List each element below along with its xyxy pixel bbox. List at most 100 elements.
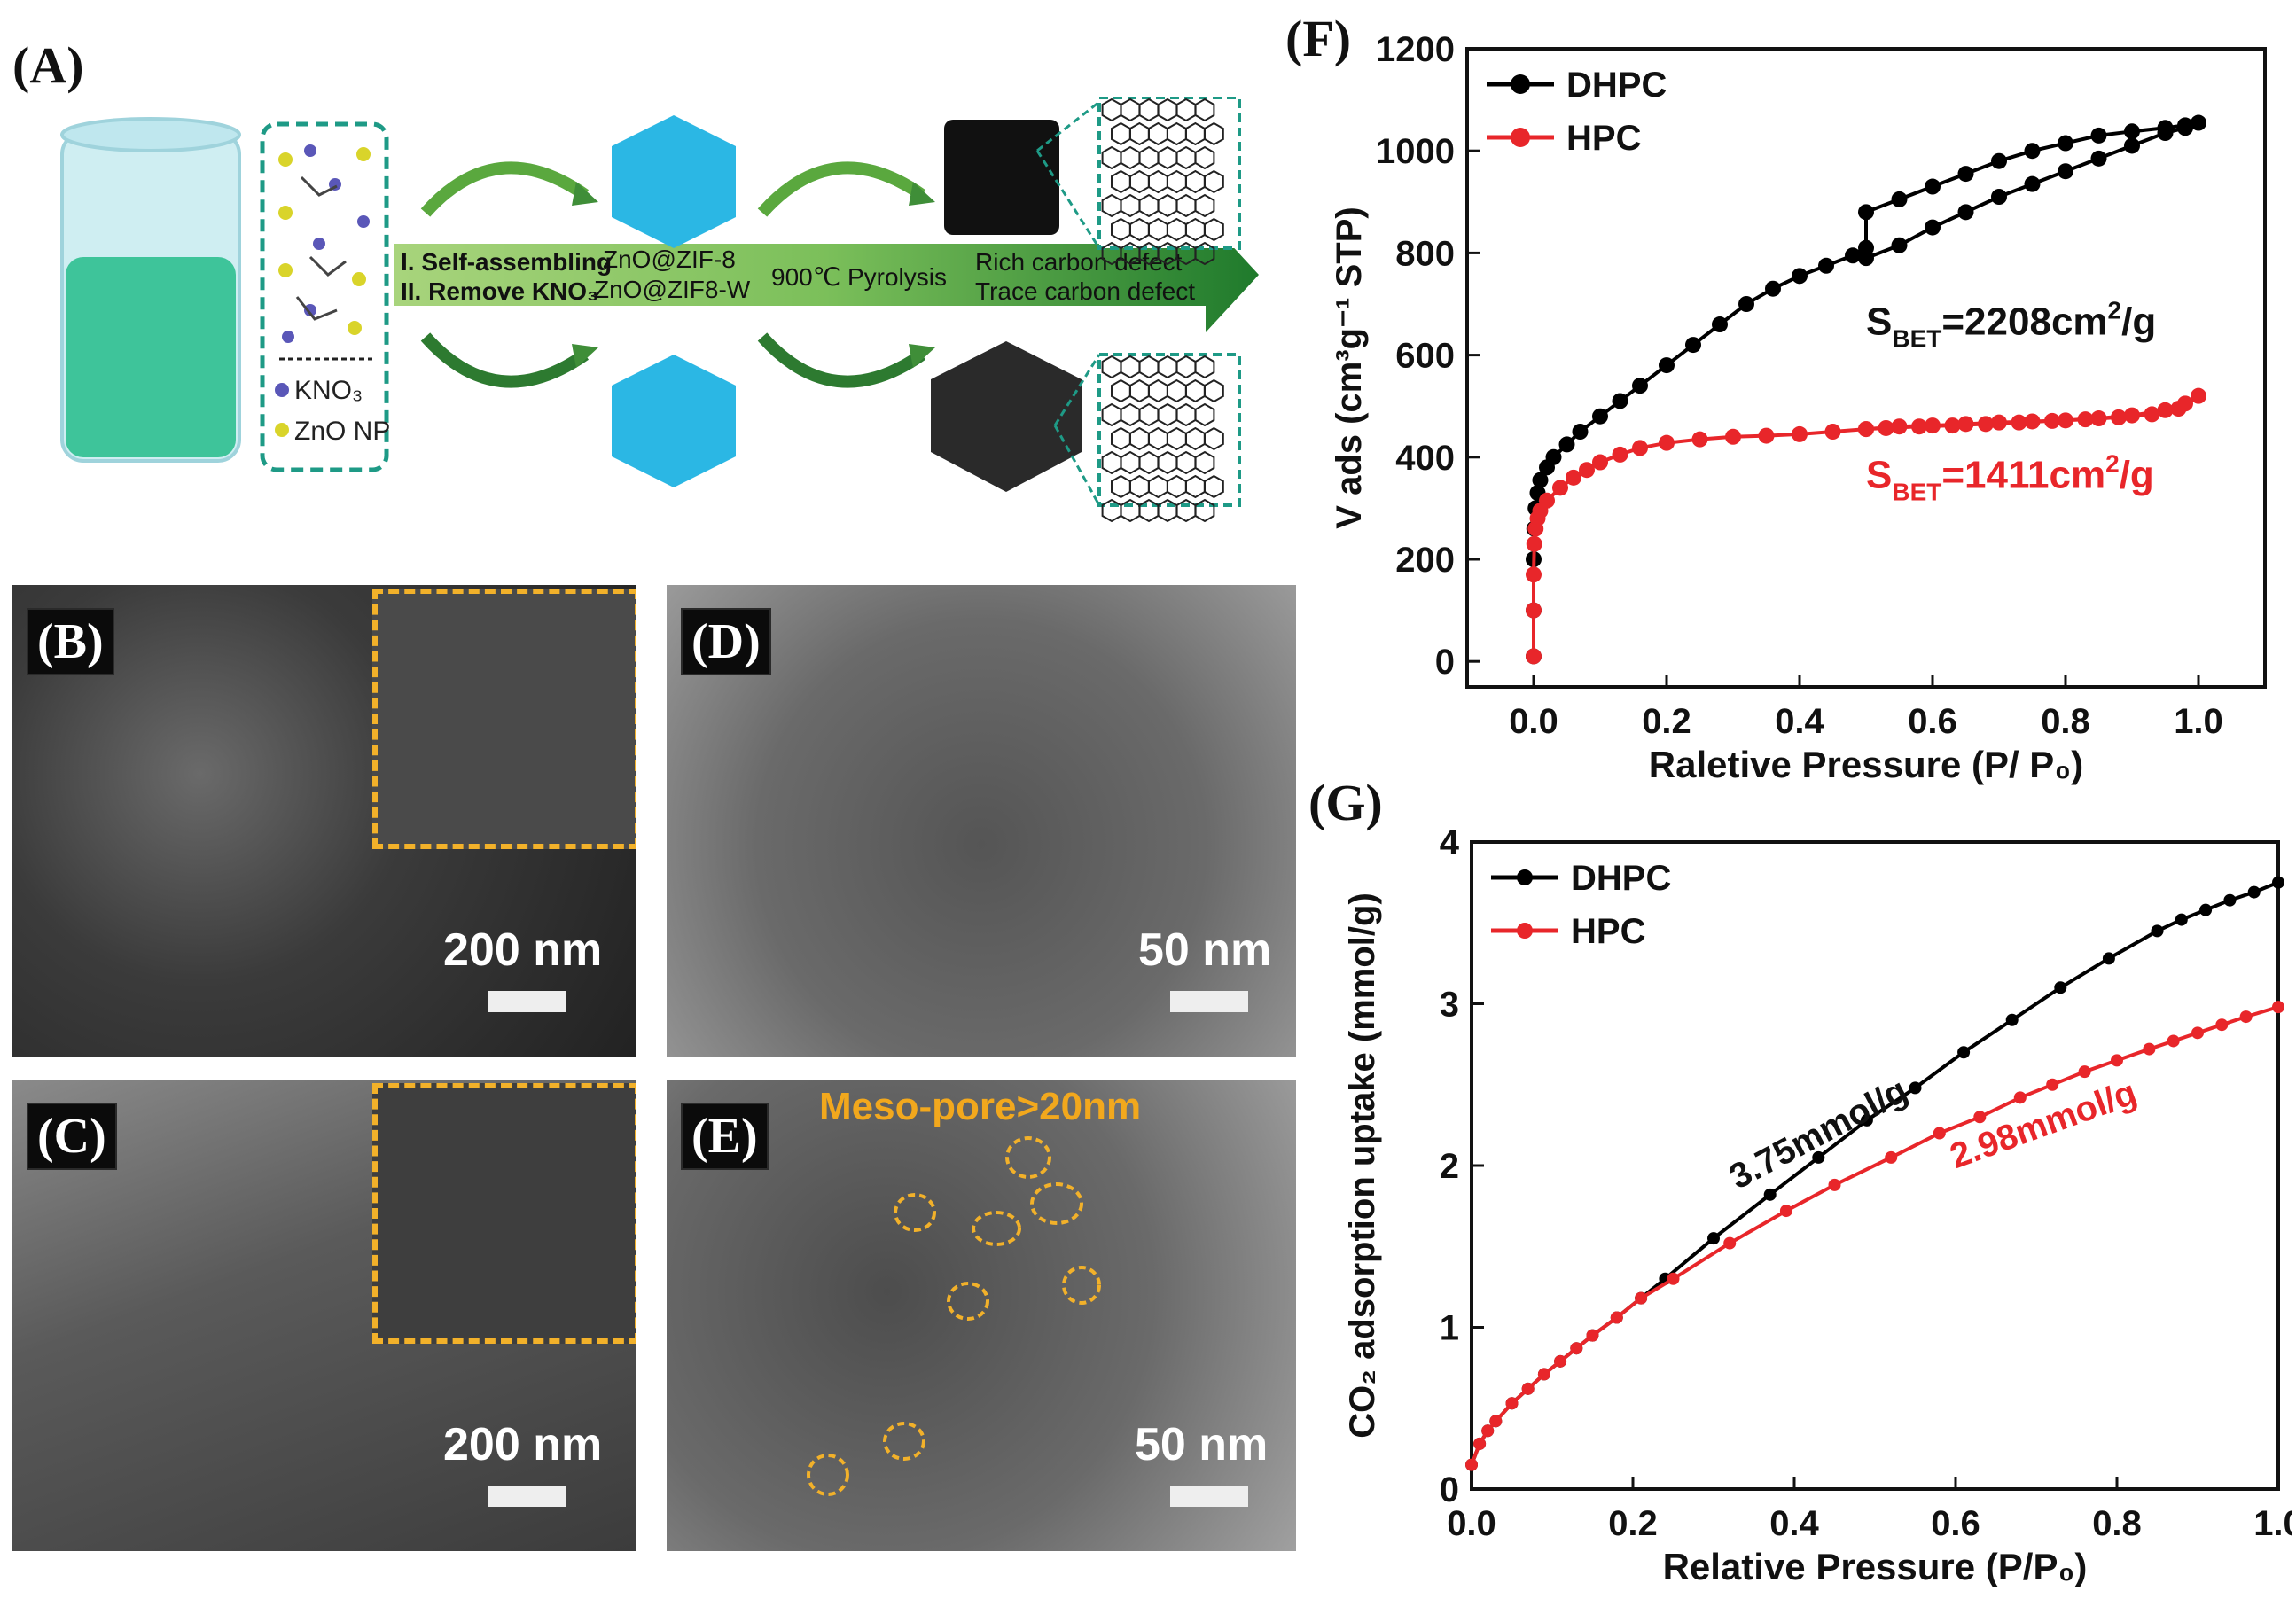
x-tick-label: 0.2 <box>1608 1504 1658 1543</box>
data-point-dhpc <box>1925 219 1941 236</box>
x-tick-label: 0.8 <box>2041 702 2090 741</box>
y-tick-label: 0 <box>1440 1470 1459 1509</box>
lattice-hexagon <box>1194 97 1215 122</box>
data-point-dhpc <box>1763 1188 1777 1201</box>
data-point-dhpc <box>1991 152 2007 169</box>
data-point-hpc <box>2046 1078 2059 1091</box>
data-point-dhpc <box>2124 137 2140 154</box>
data-point-dhpc <box>1957 204 1974 221</box>
data-point-hpc <box>2090 410 2107 427</box>
data-point-dhpc <box>1925 178 1941 195</box>
data-point-dhpc <box>2124 123 2140 140</box>
data-point-hpc <box>1554 1354 1567 1368</box>
data-point-hpc <box>1526 535 1542 552</box>
data-point-hpc <box>1792 425 1808 442</box>
product-zno-zif8w: ZnO@ZIF8-W <box>594 276 751 303</box>
y-tick-label: 400 <box>1395 439 1455 478</box>
data-point-hpc <box>2077 411 2094 428</box>
lattice-hexagon <box>1194 402 1215 427</box>
data-point-dhpc <box>1532 472 1549 488</box>
lattice-pattern-bottom <box>1101 355 1224 523</box>
sem-panel-c: (C) 200 nm <box>12 1080 636 1551</box>
lattice-hexagon <box>1194 241 1215 266</box>
lattice-hexagon <box>1194 450 1215 475</box>
data-point-hpc <box>1891 418 1908 435</box>
y-axis-label: V ads (cm³g⁻¹ STP) <box>1330 207 1369 528</box>
data-point-dhpc <box>1991 189 2007 206</box>
legend-label-dhpc: DHPC <box>1566 66 1667 105</box>
data-point-hpc <box>1526 648 1542 665</box>
lattice-hexagon <box>1194 355 1215 379</box>
pore-circle <box>1030 1182 1083 1225</box>
data-point-hpc <box>2191 387 2206 404</box>
data-point-hpc <box>1957 416 1974 433</box>
y-tick-label: 600 <box>1395 337 1455 376</box>
data-point-hpc <box>1489 1415 1503 1428</box>
y-axis-label: CO₂ adsorption uptake (mmol/g) <box>1343 893 1382 1439</box>
data-point-hpc <box>1944 417 1961 434</box>
data-point-hpc <box>1885 1150 1898 1164</box>
data-point-hpc <box>1635 1291 1648 1305</box>
data-point-dhpc <box>1572 424 1589 440</box>
chart-g-co2-uptake: 0.0 0.2 0.4 0.6 0.8 1.0 0 1 2 3 4 Relative Pressure… <box>1343 823 2292 1587</box>
data-point-dhpc <box>2058 135 2073 152</box>
data-point-hpc <box>1933 1127 1946 1140</box>
data-point-hpc <box>1991 414 2007 431</box>
data-point-hpc <box>2011 414 2027 431</box>
lattice-hexagon <box>1194 193 1215 218</box>
product-zno-zif8: ZnO@ZIF-8 <box>603 246 736 273</box>
data-point-hpc <box>1592 454 1608 471</box>
data-point-hpc <box>1725 428 1741 445</box>
data-point-dhpc <box>1545 448 1562 465</box>
data-point-hpc <box>2143 1042 2156 1056</box>
data-point-dhpc <box>1957 1046 1971 1059</box>
x-axis-label: Relative Pressure (P/P₀) <box>1663 1546 2088 1587</box>
annotation-dhpc-uptake: 3.75mmol/g <box>1723 1071 1914 1197</box>
data-point-hpc <box>1723 1236 1737 1250</box>
pore-circle <box>1062 1266 1101 1305</box>
y-tick-label: 3 <box>1440 986 1459 1025</box>
data-point-hpc <box>1570 1342 1583 1355</box>
data-point-dhpc <box>2177 120 2193 136</box>
data-point-dhpc <box>2024 175 2041 192</box>
data-point-hpc <box>1610 1311 1623 1324</box>
data-point-hpc <box>2111 409 2127 425</box>
lattice-hexagon <box>1204 426 1224 451</box>
data-point-dhpc <box>1858 250 1874 267</box>
data-point-dhpc <box>2151 924 2164 938</box>
data-point-dhpc <box>1685 337 1701 354</box>
data-point-hpc <box>2058 412 2073 429</box>
scale-text-d: 50 nm <box>1138 924 1272 976</box>
data-point-hpc <box>1878 419 1894 436</box>
lattice-hexagon <box>1194 145 1215 170</box>
pore-circle <box>883 1422 925 1461</box>
data-point-dhpc <box>2090 127 2107 144</box>
data-point-dhpc <box>1592 408 1608 425</box>
data-point-hpc <box>2239 1010 2253 1024</box>
data-point-dhpc <box>2102 952 2115 965</box>
y-tick-label: 2 <box>1440 1147 1459 1186</box>
process-arrow <box>394 217 1259 332</box>
step-remove-kno3: II. Remove KNO₃ <box>401 277 598 305</box>
series-line-dhpc <box>1470 880 2279 1466</box>
y-tick-label: 0 <box>1435 643 1455 682</box>
data-point-dhpc <box>1818 257 1834 274</box>
beaker-icon <box>60 117 241 463</box>
y-tick-label: 1 <box>1440 1309 1459 1348</box>
data-point-hpc <box>1537 1368 1550 1381</box>
data-point-dhpc <box>2247 885 2261 899</box>
panel-letter-g: (G) <box>1308 774 1383 831</box>
data-point-dhpc <box>1712 316 1728 333</box>
data-point-hpc <box>1552 480 1568 496</box>
data-point-hpc <box>1566 469 1581 486</box>
data-point-dhpc <box>1792 268 1808 285</box>
panel-label-c: (C) <box>27 1103 117 1170</box>
pyrolysis-label: 900℃ Pyrolysis <box>771 263 947 291</box>
scale-bar-c <box>488 1486 566 1507</box>
pore-circle <box>807 1454 849 1496</box>
y-tick-label: 4 <box>1440 823 1460 862</box>
chart-f-isotherm: 0.0 0.2 0.4 0.6 0.8 1.0 0 200 400 600 800 1000 1200 R… <box>1330 30 2267 785</box>
data-point-hpc <box>1612 446 1628 463</box>
data-point-hpc <box>1824 424 1841 440</box>
x-tick-label: 1.0 <box>2174 702 2223 741</box>
